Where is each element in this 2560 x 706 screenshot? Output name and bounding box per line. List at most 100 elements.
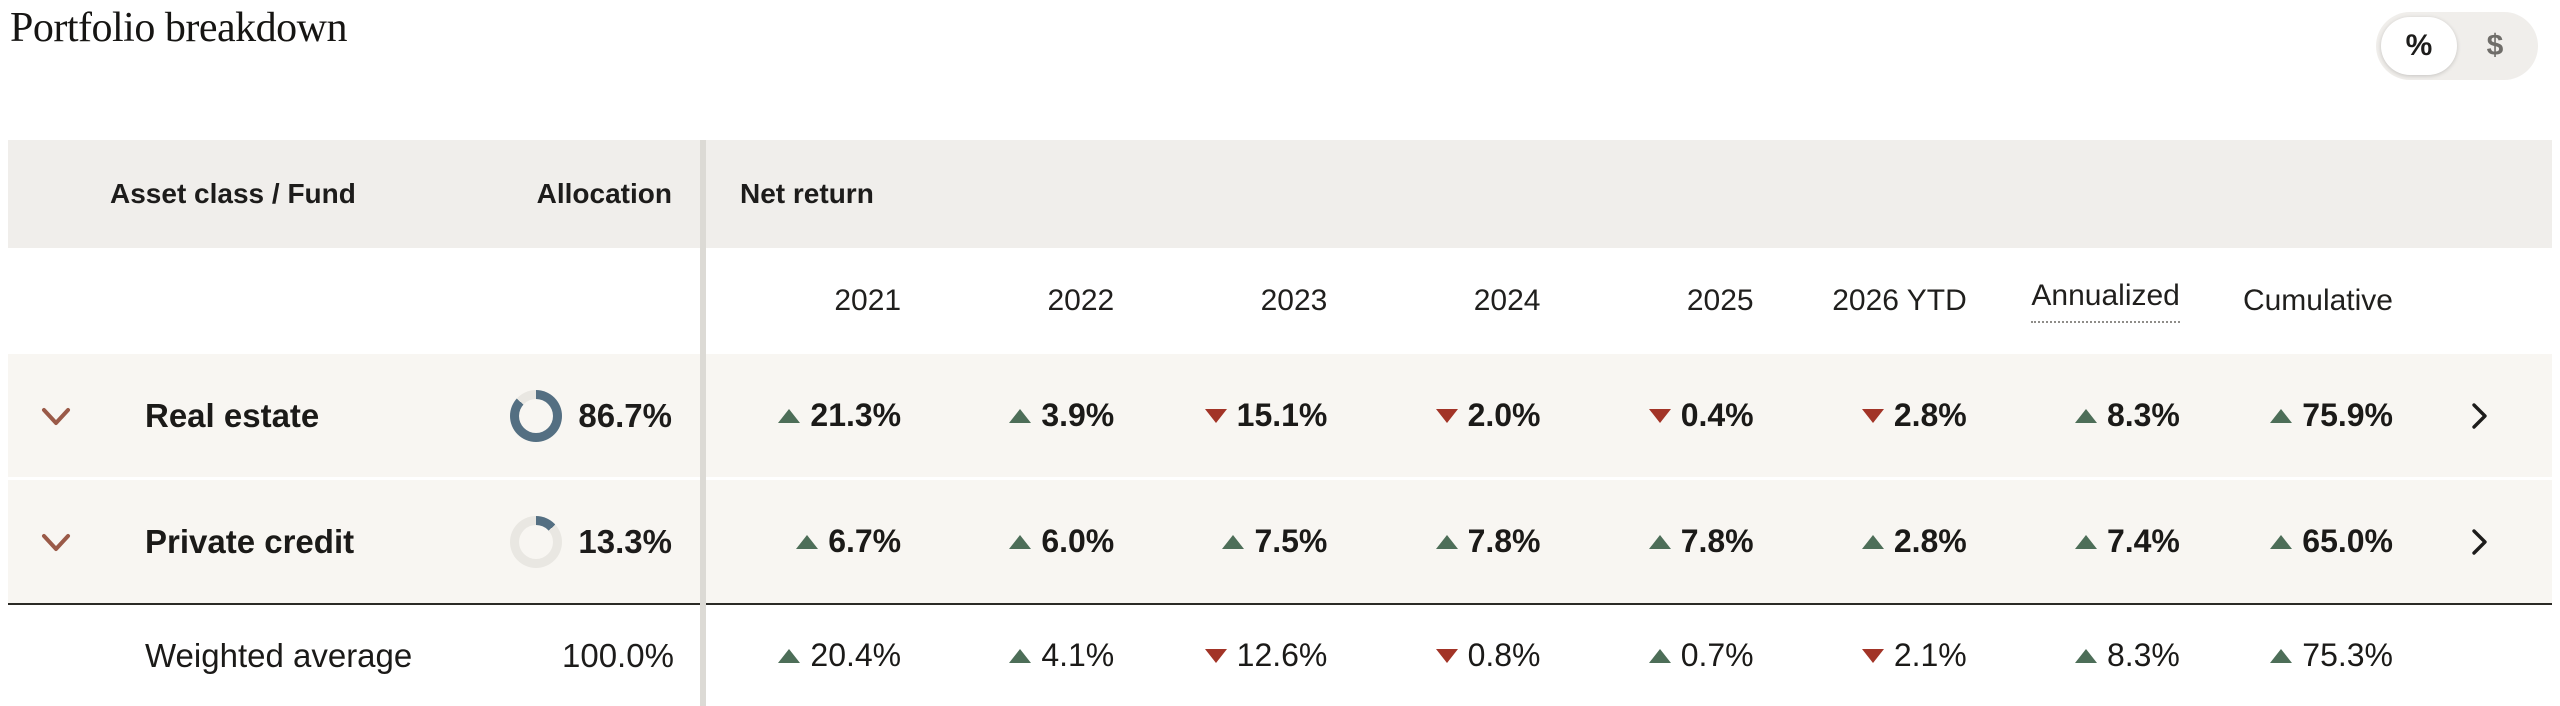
net-return-cell: 6.7% <box>700 523 913 560</box>
triangle-up-icon <box>778 648 801 663</box>
net-return-value: 7.8% <box>1680 523 1754 559</box>
triangle-up-icon <box>1861 534 1884 549</box>
net-return-value: 2.0% <box>1467 397 1541 433</box>
year-column-header: Cumulative <box>2192 284 2405 318</box>
asset-row: Private credit 13.3% 6.7% 6.0% 7.5% 7.8% 7.8% 2… <box>8 480 2552 603</box>
year-column-label: 2026 YTD <box>1832 284 1967 317</box>
net-return-value: 4.1% <box>1041 637 1115 673</box>
triangle-up-icon <box>1648 534 1671 549</box>
chevron-right-icon <box>2471 528 2487 555</box>
asset-row: Real estate 86.7% 21.3% 3.9% 15.1% 2.0% 0.4% 2.… <box>8 354 2552 477</box>
net-return-cell: 7.4% <box>1979 523 2192 560</box>
net-return-value: 8.3% <box>2106 637 2180 673</box>
year-column-label: 2022 <box>1047 284 1115 317</box>
triangle-up-icon <box>1009 534 1032 549</box>
net-return-cell: 2.1% <box>1766 637 1979 674</box>
net-return-cell: 4.1% <box>913 637 1126 674</box>
triangle-up-icon <box>1009 408 1032 423</box>
triangle-down-icon <box>1435 408 1458 423</box>
chevron-down-icon <box>42 407 70 425</box>
expand-chevron-button[interactable] <box>38 527 74 557</box>
net-return-cell: 8.3% <box>1979 397 2192 434</box>
year-column-label: 2025 <box>1686 284 1754 317</box>
summary-allocation-value: 100.0% <box>562 636 674 674</box>
net-return-cell: 0.4% <box>1553 397 1766 434</box>
triangle-up-icon <box>2270 534 2293 549</box>
net-return-value: 2.8% <box>1893 397 1967 433</box>
triangle-down-icon <box>1204 648 1227 663</box>
net-return-value: 20.4% <box>810 637 902 673</box>
net-return-value: 12.6% <box>1236 637 1328 673</box>
chevron-down-icon <box>42 533 70 551</box>
summary-row: Weighted average 100.0% 20.4% 4.1% 12.6% 0.8%… <box>8 603 2552 706</box>
unit-toggle-option-percent[interactable]: % <box>2381 17 2457 75</box>
net-return-value: 0.7% <box>1680 637 1754 673</box>
year-column-label: 2023 <box>1260 284 1328 317</box>
net-return-value: 75.3% <box>2302 637 2393 673</box>
triangle-up-icon <box>2270 408 2293 423</box>
net-return-value: 3.9% <box>1041 397 1115 433</box>
net-return-value: 0.8% <box>1467 637 1541 673</box>
column-divider <box>700 140 706 706</box>
triangle-up-icon <box>2074 648 2097 663</box>
row-detail-link[interactable] <box>2464 526 2494 558</box>
allocation-value: 13.3% <box>578 522 672 560</box>
allocation-value: 86.7% <box>578 396 672 434</box>
expand-chevron-button[interactable] <box>38 401 74 431</box>
net-return-value: 8.3% <box>2106 397 2180 433</box>
col-header-asset-class: Asset class / Fund <box>110 178 356 209</box>
net-return-value: 75.9% <box>2302 397 2393 433</box>
triangle-up-icon <box>1648 648 1671 663</box>
row-detail-link[interactable] <box>2464 400 2494 432</box>
col-header-allocation: Allocation <box>536 178 672 209</box>
year-column-header: 2021 <box>700 284 913 318</box>
allocation-donut-chart <box>510 389 562 442</box>
col-header-net-return: Net return <box>740 178 874 209</box>
net-return-value: 21.3% <box>810 397 902 433</box>
triangle-up-icon <box>2074 534 2097 549</box>
net-return-value: 7.5% <box>1254 523 1328 559</box>
net-return-cell: 7.5% <box>1126 523 1339 560</box>
net-return-value: 7.4% <box>2106 523 2180 559</box>
table-header-row: Asset class / Fund Allocation Net return <box>8 140 2552 248</box>
asset-row-label: Real estate <box>145 396 320 434</box>
net-return-cell: 7.8% <box>1339 523 1552 560</box>
net-return-cell: 75.9% <box>2192 397 2405 434</box>
asset-rows: Real estate 86.7% 21.3% 3.9% 15.1% 2.0% 0.4% 2.… <box>8 354 2552 603</box>
triangle-down-icon <box>1204 408 1227 423</box>
summary-row-label: Weighted average <box>145 636 413 674</box>
net-return-value: 6.7% <box>828 523 902 559</box>
net-return-cell: 21.3% <box>700 397 913 434</box>
triangle-up-icon <box>778 408 801 423</box>
net-return-value: 6.0% <box>1041 523 1115 559</box>
net-return-cell: 75.3% <box>2192 637 2405 674</box>
unit-toggle[interactable]: % $ <box>2376 12 2538 80</box>
triangle-up-icon <box>2270 648 2293 663</box>
net-return-value: 7.8% <box>1467 523 1541 559</box>
triangle-up-icon <box>796 534 819 549</box>
net-return-cell: 20.4% <box>700 637 913 674</box>
triangle-down-icon <box>1861 408 1884 423</box>
net-return-cell: 0.8% <box>1339 637 1552 674</box>
net-return-value: 2.8% <box>1893 523 1967 559</box>
year-column-header: 2022 <box>913 284 1126 318</box>
net-return-cell: 6.0% <box>913 523 1126 560</box>
net-return-cell: 0.7% <box>1553 637 1766 674</box>
year-column-label: 2024 <box>1473 284 1541 317</box>
net-return-value: 2.1% <box>1893 637 1967 673</box>
triangle-down-icon <box>1435 648 1458 663</box>
year-column-header: 2025 <box>1553 284 1766 318</box>
allocation-donut-chart <box>510 515 562 568</box>
net-return-value: 15.1% <box>1236 397 1328 433</box>
triangle-up-icon <box>1222 534 1245 549</box>
triangle-down-icon <box>1648 408 1671 423</box>
triangle-up-icon <box>1009 648 1032 663</box>
triangle-up-icon <box>1435 534 1458 549</box>
year-column-header: 2024 <box>1339 284 1552 318</box>
unit-toggle-option-dollar[interactable]: $ <box>2486 29 2504 62</box>
net-return-cell: 15.1% <box>1126 397 1339 434</box>
year-column-label: Cumulative <box>2242 284 2393 317</box>
net-return-cell: 7.8% <box>1553 523 1766 560</box>
portfolio-table: Asset class / Fund Allocation Net return… <box>8 140 2552 706</box>
